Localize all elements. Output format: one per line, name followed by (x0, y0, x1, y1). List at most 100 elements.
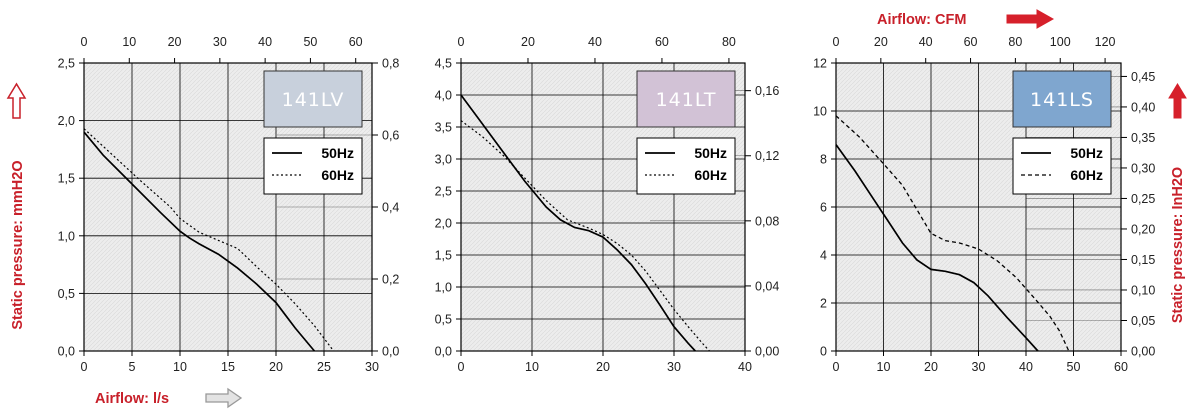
y-tick-label: 3,0 (435, 153, 452, 167)
right-tick-label: 0,25 (1131, 192, 1155, 206)
x-tick-label: 40 (1019, 360, 1033, 374)
legend-label: 50Hz (321, 145, 354, 161)
legend-label: 60Hz (694, 167, 727, 183)
right-tick-label: 0,4 (382, 201, 399, 215)
plot-frame (83, 62, 373, 352)
right-tick-label: 0,05 (1131, 314, 1155, 328)
y-tick-label: 1,5 (435, 249, 452, 263)
top-tick-label: 0 (81, 35, 88, 49)
legend-label: 60Hz (1070, 167, 1103, 183)
arrow-up-red-icon (1168, 83, 1187, 119)
x-tick-label: 30 (667, 360, 681, 374)
y-tick-label: 4,0 (435, 89, 452, 103)
y-tick-label: 2,0 (58, 114, 75, 128)
right-tick-label: 0,0 (382, 345, 399, 359)
series-line-60hz (835, 115, 1070, 352)
legend-box (1012, 137, 1112, 195)
x-tick-label: 20 (924, 360, 938, 374)
right-tick-label: 0,40 (1131, 100, 1155, 114)
chart-panel-141lt: 0 10 20 30 40 0,0 0,5 1,0 1,5 2,0 2,5 3,0 3,5 4,0 4,5 0… (435, 35, 780, 374)
x-tick-label: 5 (129, 360, 136, 374)
airflow-ls-label: Airflow: l/s (95, 391, 169, 407)
model-box (263, 70, 363, 128)
x-tick-label: 10 (877, 360, 891, 374)
right-tick-label: 0,00 (1131, 345, 1155, 359)
y-tick-label: 0,0 (435, 345, 452, 359)
x-tick-label: 10 (525, 360, 539, 374)
top-tick-label: 20 (874, 35, 888, 49)
top-tick-label: 0 (833, 35, 840, 49)
top-tick-label: 60 (964, 35, 978, 49)
plot-frame (835, 62, 1122, 352)
right-tick-label: 0,6 (382, 129, 399, 143)
right-tick-label: 0,20 (1131, 222, 1155, 236)
model-name: 141LV (282, 89, 345, 111)
y-tick-label: 3,5 (435, 121, 452, 135)
y-tick-label: 8 (820, 153, 827, 167)
right-tick-label: 0,30 (1131, 161, 1155, 175)
top-tick-label: 60 (349, 35, 363, 49)
right-tick-label: 0,08 (755, 214, 779, 228)
model-box (636, 70, 736, 128)
y-tick-label: 4 (820, 249, 827, 263)
plot-frame (460, 62, 746, 352)
right-tick-label: 0,10 (1131, 283, 1155, 297)
y-tick-label: 0,5 (435, 313, 452, 327)
series-line-50hz (460, 94, 696, 352)
legend-box (636, 137, 736, 195)
top-tick-label: 0 (458, 35, 465, 49)
top-tick-label: 100 (1050, 35, 1071, 49)
y-tick-label: 12 (813, 57, 827, 71)
legend-box (263, 137, 363, 195)
model-name: 141LT (656, 89, 717, 111)
top-tick-label: 10 (122, 35, 136, 49)
chart-panel-141lv: 0 5 10 15 20 25 300,00,51,01,52,02,50 10 20 30 40 5… (58, 35, 400, 374)
y-tick-label: 1,0 (58, 229, 75, 243)
x-tick-label: 30 (972, 360, 986, 374)
arrow-right-red-icon (1006, 9, 1055, 29)
arrow-right-gray-icon (205, 387, 243, 409)
right-tick-label: 0,8 (382, 57, 399, 71)
x-tick-label: 0 (81, 360, 88, 374)
x-tick-label: 20 (596, 360, 610, 374)
model-name: 141LS (1030, 89, 1094, 111)
legend-label: 50Hz (694, 145, 727, 161)
airflow-cfm-group: Airflow: CFM (877, 9, 1055, 29)
airflow-ls-group: Airflow: l/s (95, 387, 243, 409)
right-tick-label: 0,35 (1131, 131, 1155, 145)
right-tick-label: 0,16 (755, 84, 779, 98)
x-tick-label: 10 (173, 360, 187, 374)
y-tick-label: 2,5 (435, 185, 452, 199)
y-tick-label: 2,0 (435, 217, 452, 231)
x-tick-label: 40 (738, 360, 752, 374)
y-tick-label: 4,5 (435, 57, 452, 71)
y-tick-label: 2,5 (58, 57, 75, 71)
series-line-50hz (83, 131, 316, 352)
x-tick-label: 15 (221, 360, 235, 374)
x-tick-label: 30 (365, 360, 379, 374)
static-pressure-inh2o-label: Static pressure: InH2O (1170, 167, 1186, 323)
x-tick-label: 0 (833, 360, 840, 374)
x-tick-label: 0 (458, 360, 465, 374)
top-tick-label: 40 (919, 35, 933, 49)
series-line-60hz (83, 128, 335, 352)
top-tick-label: 30 (213, 35, 227, 49)
x-tick-label: 20 (269, 360, 283, 374)
top-tick-label: 60 (655, 35, 669, 49)
x-tick-label: 60 (1114, 360, 1128, 374)
right-tick-label: 0,2 (382, 273, 399, 287)
arrow-up-outline-icon (6, 82, 27, 119)
right-tick-label: 0,15 (1131, 253, 1155, 267)
left-axis-title-group: Static pressure: mmH2O (6, 82, 27, 330)
airflow-cfm-label: Airflow: CFM (877, 12, 966, 28)
y-tick-label: 2 (820, 297, 827, 311)
series-line-50hz (835, 144, 1039, 352)
model-box (1012, 70, 1112, 128)
top-tick-label: 80 (1008, 35, 1022, 49)
top-tick-label: 40 (258, 35, 272, 49)
right-axis-title-group: Static pressure: InH2O (1168, 83, 1187, 323)
y-tick-label: 1,5 (58, 172, 75, 186)
top-tick-label: 20 (168, 35, 182, 49)
right-tick-label: 0,12 (755, 149, 779, 163)
